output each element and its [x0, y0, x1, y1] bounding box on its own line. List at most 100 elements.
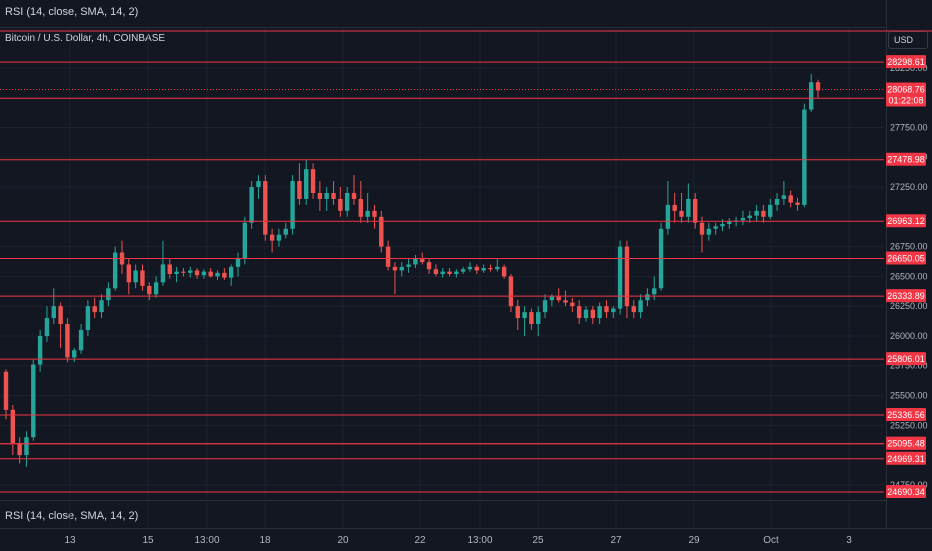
candle-body	[324, 192, 329, 199]
level-price-tag	[886, 451, 926, 465]
candle-body	[242, 222, 248, 259]
candle-body	[413, 258, 418, 265]
candle-body	[222, 272, 227, 278]
y-tick-label: 24750.00	[890, 480, 928, 490]
candle-body	[256, 181, 261, 188]
x-tick-label: 20	[337, 535, 349, 546]
rsi-indicator-label-bottom[interactable]: RSI (14, close, SMA, 14, 2)	[5, 510, 139, 522]
candle-body	[454, 271, 459, 274]
candle-body	[740, 218, 746, 221]
candle-body	[590, 309, 596, 319]
candle-body	[310, 169, 316, 193]
x-tick-label: 3	[846, 535, 852, 546]
level-price-tag	[886, 289, 926, 303]
candle-body	[215, 272, 220, 277]
candle-body	[338, 198, 343, 211]
y-tick-label: 25500.00	[890, 391, 928, 401]
y-tick-label: 25250.00	[890, 420, 928, 430]
candle-body	[624, 246, 630, 307]
candle-body	[802, 109, 807, 205]
candle-body	[652, 288, 657, 295]
candle-body	[440, 271, 445, 274]
level-price-tag	[886, 352, 926, 366]
candle-body	[317, 192, 323, 199]
candle-body	[529, 312, 534, 325]
candle-body	[495, 266, 500, 270]
candle-body	[583, 309, 589, 319]
candle-body	[542, 300, 548, 313]
candle-body	[679, 210, 684, 217]
candle-body	[58, 306, 63, 325]
candle-body	[768, 204, 773, 217]
candle-body	[385, 246, 391, 267]
candle-body	[795, 202, 800, 205]
y-tick-label: 26750.00	[890, 242, 928, 252]
candle-body	[235, 258, 241, 267]
candle-body	[563, 300, 568, 303]
y-tick-label: 26500.00	[890, 271, 928, 281]
candle-body	[631, 306, 636, 313]
x-tick-label: 15	[142, 535, 154, 546]
candle-body	[597, 306, 602, 319]
candle-body	[392, 266, 398, 271]
candle-body	[686, 198, 691, 217]
x-tick-label: Oct	[763, 535, 779, 546]
candle-body	[31, 364, 36, 438]
candle-body	[147, 285, 152, 295]
y-tick-label: 26000.00	[890, 331, 928, 341]
candle-body	[638, 300, 643, 313]
candle-body	[3, 371, 9, 410]
candle-body	[290, 181, 295, 229]
candle-body	[645, 294, 650, 301]
time-axis[interactable]	[0, 528, 932, 551]
last-price-label: 28068.76	[887, 84, 925, 94]
level-price-tag	[886, 436, 926, 450]
candle-body	[815, 82, 821, 91]
candle-body	[536, 312, 541, 325]
candle-body	[167, 264, 172, 274]
candle-body	[576, 306, 582, 319]
level-price-label: 26333.89	[887, 291, 925, 301]
x-tick-label: 13	[64, 535, 76, 546]
candle-body	[72, 350, 77, 358]
candle-body	[208, 271, 213, 277]
candle-body	[372, 210, 377, 217]
candle-body	[85, 306, 91, 330]
level-price-label: 27478.98	[887, 155, 925, 165]
level-price-label: 25336.56	[887, 410, 925, 420]
level-price-tag	[886, 408, 926, 422]
candle-body	[17, 443, 22, 456]
candle-body	[194, 270, 200, 276]
candle-body	[276, 234, 282, 241]
candle-body	[365, 210, 370, 217]
x-tick-label: 29	[688, 535, 700, 546]
candle-body	[433, 269, 439, 274]
rsi-indicator-label-top[interactable]: RSI (14, close, SMA, 14, 2)	[5, 6, 139, 18]
candle-body	[304, 169, 309, 199]
rsi-pane-top: RSI (14, close, SMA, 14, 2)	[0, 0, 886, 28]
candle-body	[133, 270, 138, 283]
candle-body	[788, 195, 793, 203]
candle-body	[153, 282, 159, 295]
candle-body	[188, 270, 193, 273]
candle-body	[706, 228, 712, 235]
candle-body	[617, 246, 623, 309]
candle-body	[174, 271, 179, 274]
x-tick-label: 27	[610, 535, 622, 546]
candle-body	[269, 234, 275, 241]
candle-body	[808, 82, 814, 110]
candle-body	[99, 300, 104, 313]
x-tick-label: 13:00	[467, 535, 492, 546]
candle-body	[727, 221, 732, 224]
candle-body	[699, 222, 705, 235]
candle-body	[460, 269, 466, 272]
candle-body	[379, 216, 384, 247]
candle-body	[761, 210, 766, 217]
candle-body	[549, 296, 555, 301]
y-tick-label: 27750.00	[890, 122, 928, 132]
candle-body	[51, 306, 56, 319]
countdown-label: 01:22:08	[888, 95, 923, 105]
candle-body	[201, 271, 207, 276]
level-price-label: 25806.01	[887, 354, 925, 364]
